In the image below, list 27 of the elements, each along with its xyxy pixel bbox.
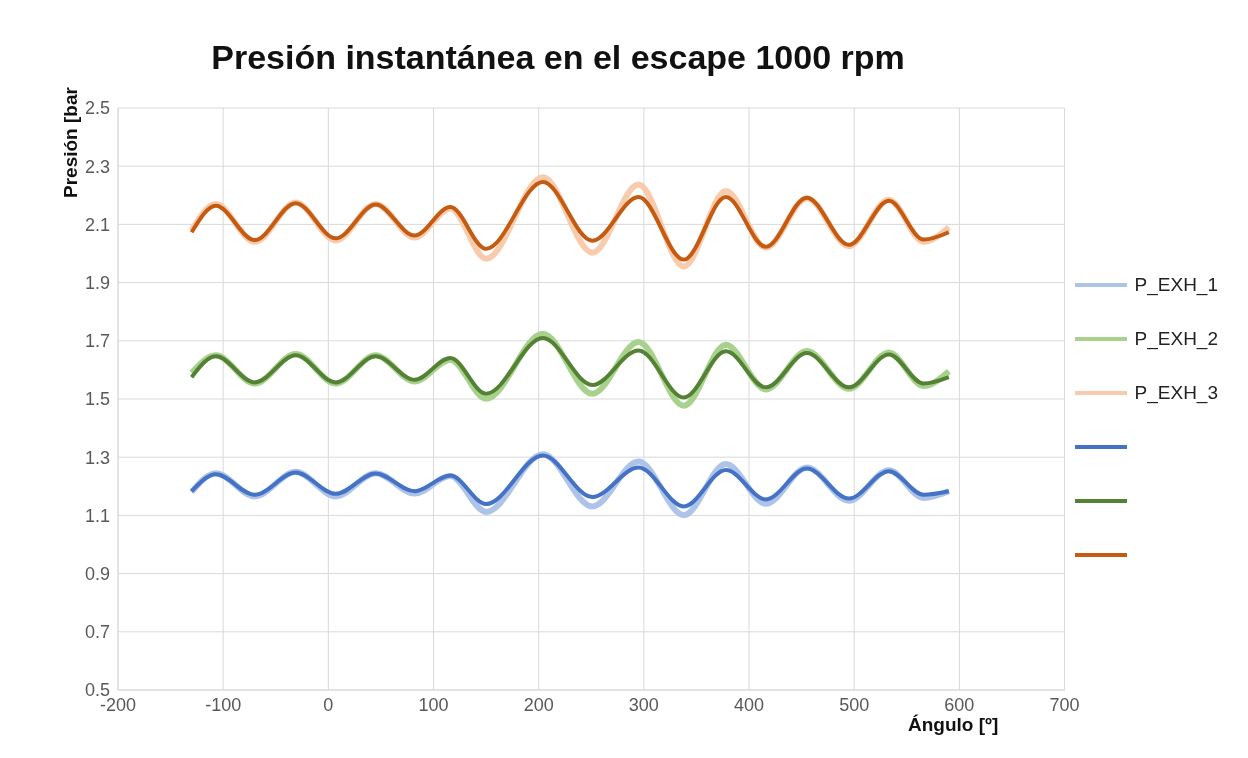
x-tick-label: 100 xyxy=(418,694,449,715)
legend-label: P_EXH_3 xyxy=(1134,382,1218,404)
x-tick-label: 200 xyxy=(523,694,554,715)
x-tick-label: 0 xyxy=(323,694,334,715)
x-tick-label: 400 xyxy=(734,694,765,715)
x-tick-label: 500 xyxy=(839,694,870,715)
line-series xyxy=(189,335,951,400)
y-axis-title: Presión [bar xyxy=(60,87,81,198)
x-tick-label: 300 xyxy=(628,694,659,715)
x-tick-label: 600 xyxy=(944,694,975,715)
y-tick-label: 0.9 xyxy=(84,563,110,584)
y-tick-label: 1.7 xyxy=(84,331,110,352)
y-tick-label: 2.3 xyxy=(84,156,110,177)
y-tick-label: 1.9 xyxy=(84,272,110,293)
y-tick-label: 2.1 xyxy=(84,214,110,235)
legend-label: P_EXH_1 xyxy=(1134,274,1218,296)
x-tick-label: 700 xyxy=(1049,694,1080,715)
y-tick-label: 1.1 xyxy=(84,505,110,526)
x-tick-label: -100 xyxy=(205,694,242,715)
y-tick-label: 1.5 xyxy=(84,389,110,410)
y-tick-label: 0.7 xyxy=(84,622,110,643)
x-axis-title: Ángulo [º] xyxy=(908,714,999,736)
y-tick-label: 2.5 xyxy=(84,98,110,119)
chart-title: Presión instantánea en el escape 1000 rpm xyxy=(210,38,906,77)
line-series xyxy=(189,453,951,509)
legend-label: P_EXH_2 xyxy=(1134,328,1218,350)
y-tick-label: 1.3 xyxy=(84,447,110,468)
